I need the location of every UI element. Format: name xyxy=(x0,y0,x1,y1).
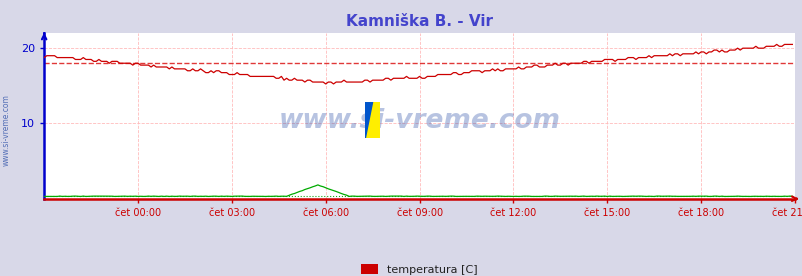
Polygon shape xyxy=(365,102,372,138)
Text: www.si-vreme.com: www.si-vreme.com xyxy=(2,94,11,166)
Polygon shape xyxy=(365,102,379,138)
Legend: temperatura [C], pretok [m3/s]: temperatura [C], pretok [m3/s] xyxy=(357,260,481,276)
Text: www.si-vreme.com: www.si-vreme.com xyxy=(278,108,560,134)
Title: Kamniška B. - Vir: Kamniška B. - Vir xyxy=(346,14,492,29)
